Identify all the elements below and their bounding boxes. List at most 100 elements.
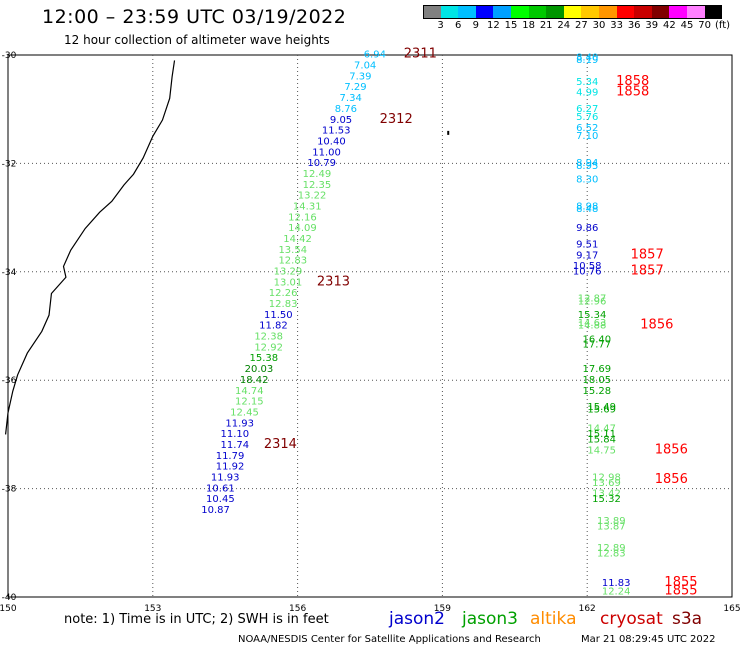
- wave-height-value: 7.10: [576, 131, 598, 142]
- pass-number-label: 2314: [264, 437, 297, 452]
- wave-height-value: 12.83: [278, 256, 307, 267]
- x-tick-label: 156: [289, 604, 306, 614]
- pass-number-label: 1856: [640, 318, 673, 333]
- y-tick-label: -38: [2, 485, 17, 495]
- scale-unit-label: (ft): [715, 20, 731, 31]
- wave-height-value: 6.52: [576, 123, 598, 134]
- scale-tick-label: 21: [539, 20, 553, 31]
- wave-height-value: 11.74: [221, 440, 250, 451]
- pass-number-label: 1857: [631, 264, 664, 279]
- wave-height-value: 18.42: [240, 375, 269, 386]
- scale-swatch: [475, 5, 494, 19]
- scale-swatch: [423, 5, 441, 19]
- scale-tick-label: 45: [680, 20, 694, 31]
- mission-label-jason3: jason3: [462, 609, 518, 629]
- scale-swatch: [616, 5, 635, 19]
- wave-height-value: 14.42: [283, 234, 312, 245]
- wave-height-value: 11.92: [216, 462, 245, 473]
- wave-height-value: 11.53: [322, 126, 351, 137]
- wave-height-value: 7.29: [344, 82, 366, 93]
- wave-height-value: 4.99: [576, 88, 598, 99]
- wave-height-value: 7.34: [340, 93, 362, 104]
- plot-frame: [7, 54, 733, 598]
- scale-tick-label: 3: [437, 20, 444, 31]
- wave-height-value: 8.76: [335, 104, 357, 115]
- x-tick-label: 150: [0, 604, 17, 614]
- scale-swatch: [440, 5, 459, 19]
- pass-number-label: 2313: [317, 274, 350, 289]
- wave-height-value: 10.58: [573, 261, 602, 272]
- scale-swatch: [458, 5, 476, 19]
- wave-height-value: 12.45: [230, 407, 259, 418]
- y-tick-label: -40: [2, 593, 17, 603]
- wave-height-value: 6.27: [576, 104, 598, 115]
- x-tick-label: 159: [434, 604, 451, 614]
- scale-swatch: [528, 5, 547, 19]
- wave-height-value: 13.87: [597, 521, 626, 532]
- wave-height-value: 17.77: [583, 340, 612, 351]
- scale-tick-label: 30: [592, 20, 606, 31]
- wave-height-value: 13.22: [298, 191, 327, 202]
- wave-height-value: 11.82: [259, 321, 288, 332]
- wave-height-value: 14.09: [288, 223, 317, 234]
- wave-height-value: 11.79: [216, 451, 245, 462]
- pass-number-label: 1857: [631, 247, 664, 262]
- wave-height-value: 12.16: [288, 212, 317, 223]
- wave-height-value: 15.84: [587, 435, 616, 446]
- scale-swatch: [651, 5, 670, 19]
- pass-number-label: 1858: [616, 85, 649, 100]
- scale-swatch: [563, 5, 582, 19]
- wave-height-value: 18.05: [583, 375, 612, 386]
- pass-number-label: 1855: [664, 583, 697, 598]
- wave-height-value: 7.04: [354, 61, 376, 72]
- x-tick-label: 153: [144, 604, 161, 614]
- wave-height-value: 5.34: [576, 77, 598, 88]
- wave-height-value: 10.61: [206, 483, 235, 494]
- scale-tick-label: 33: [610, 20, 623, 31]
- wave-height-value: 15.69: [587, 405, 616, 416]
- y-tick-label: -36: [2, 376, 17, 386]
- wave-height-value: 11.93: [225, 418, 254, 429]
- wave-height-value: 10.40: [317, 136, 346, 147]
- wave-height-value: 11.10: [221, 429, 250, 440]
- scale-border: [423, 5, 723, 19]
- wave-height-value: 8.48: [576, 204, 598, 215]
- wave-height-value: 14.75: [587, 445, 616, 456]
- wave-height-value: 17.69: [583, 364, 612, 375]
- wave-height-value: 10.79: [307, 158, 336, 169]
- scale-tick-label: 42: [663, 20, 676, 31]
- wave-height-value: 8.94: [576, 158, 598, 169]
- wave-height-value: 9.51: [576, 239, 598, 250]
- wave-height-value: 15.49: [587, 402, 616, 413]
- island-marker: [447, 130, 450, 135]
- wave-height-value: 12.87: [578, 294, 607, 305]
- chart-title: 12:00 – 23:59 UTC 03/19/2022: [42, 6, 347, 28]
- wave-height-value: 9.86: [576, 223, 598, 234]
- footer-credit: NOAA/NESDIS Center for Satellite Applica…: [238, 634, 541, 645]
- x-tick-label: 165: [723, 604, 740, 614]
- wave-height-value: 15.32: [592, 494, 621, 505]
- wave-height-value: 12.24: [602, 586, 631, 597]
- wave-height-value: 13.01: [274, 277, 303, 288]
- wave-height-value: 12.15: [235, 397, 264, 408]
- scale-tick-label: 18: [522, 20, 535, 31]
- wave-height-value: 15.38: [249, 353, 278, 364]
- scale-tick-label: 70: [698, 20, 711, 31]
- wave-height-value: 10.87: [201, 505, 230, 516]
- pass-number-label: 1856: [655, 472, 688, 487]
- footer-timestamp: Mar 21 08:29:45 UTC 2022: [581, 634, 716, 645]
- mission-label-s3a: s3a: [672, 609, 703, 629]
- pass-number-label: 2312: [380, 112, 413, 127]
- scale-swatch: [493, 5, 511, 19]
- wave-height-value: 14.88: [578, 321, 607, 332]
- wave-height-value: 11.00: [312, 147, 341, 158]
- wave-height-value: 10.45: [206, 494, 235, 505]
- wave-height-value: 20.03: [245, 364, 274, 375]
- wave-height-value: 16.40: [583, 334, 612, 345]
- wave-height-value: 13.42: [592, 489, 621, 500]
- wave-height-value: 12.98: [592, 472, 621, 483]
- wave-height-value: 13.29: [274, 267, 303, 278]
- wave-height-value: 13.69: [592, 478, 621, 489]
- wave-height-value: 15.28: [583, 386, 612, 397]
- wave-height-value: 14.74: [235, 386, 264, 397]
